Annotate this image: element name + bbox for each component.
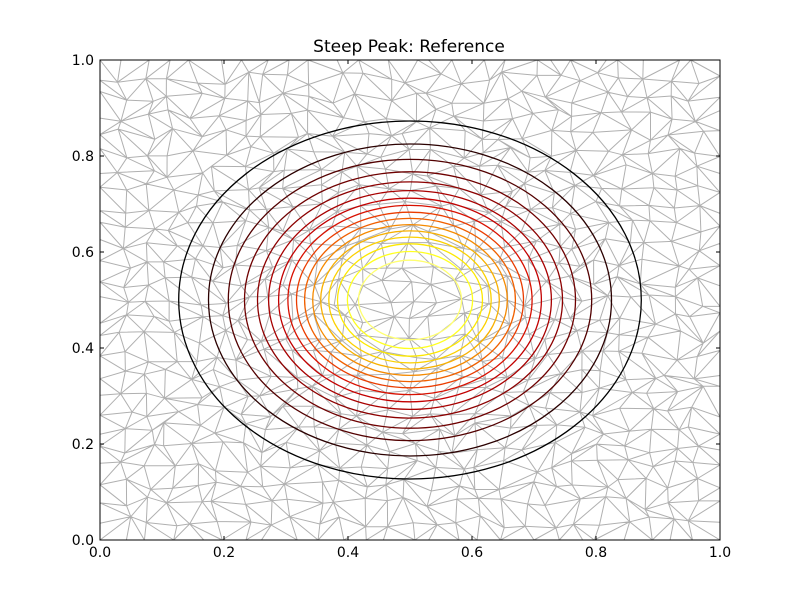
contour-line-13 xyxy=(328,236,492,364)
contour-line-10 xyxy=(303,217,517,383)
y-tick-label: 0.0 xyxy=(72,533,94,549)
x-tick-label: 0.0 xyxy=(89,545,111,561)
contour-line-7 xyxy=(277,197,543,403)
contour-line-4 xyxy=(243,171,577,429)
y-tick-label: 0.6 xyxy=(72,245,94,261)
contour-line-3 xyxy=(227,158,593,442)
y-tick-label: 0.2 xyxy=(72,437,94,453)
x-tick-label: 0.8 xyxy=(585,545,607,561)
y-tick-label: 0.8 xyxy=(72,149,94,165)
contour-line-12 xyxy=(320,230,500,370)
chart-title: Steep Peak: Reference xyxy=(313,37,505,57)
contour-line-5 xyxy=(256,181,564,419)
y-tick-label: 1.0 xyxy=(72,53,94,69)
contour-line-6 xyxy=(267,189,553,411)
contour-line-9 xyxy=(295,211,525,389)
x-tick-label: 0.4 xyxy=(337,545,359,561)
x-tick-label: 0.6 xyxy=(461,545,483,561)
triangulation-mesh xyxy=(99,59,721,541)
contour-line-1 xyxy=(178,120,642,480)
x-tick-label: 0.2 xyxy=(213,545,235,561)
axes: 0.0 0.2 0.4 0.6 0.8 1.0 0.0 0.2 0.4 0.6 0.8 1.0 xyxy=(72,53,731,561)
plot-frame xyxy=(99,59,721,541)
contour-line-14 xyxy=(336,243,484,357)
contour-line-2 xyxy=(207,143,613,457)
contour-line-11 xyxy=(312,223,508,377)
mesh-edges xyxy=(99,59,721,541)
contour-line-15 xyxy=(346,250,474,350)
contour-line-16 xyxy=(357,259,463,341)
contour-line-8 xyxy=(287,204,533,396)
contour-lines xyxy=(178,120,642,480)
y-tick-label: 0.4 xyxy=(72,341,94,357)
x-tick-label: 1.0 xyxy=(709,545,731,561)
